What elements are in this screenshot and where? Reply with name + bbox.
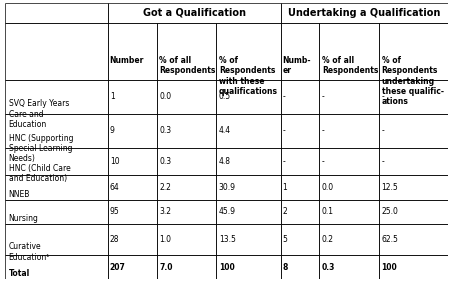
Text: 4.4: 4.4 bbox=[219, 126, 231, 135]
Text: 25.0: 25.0 bbox=[381, 208, 399, 217]
Text: 30.9: 30.9 bbox=[219, 183, 236, 192]
Text: 10: 10 bbox=[110, 157, 119, 166]
Text: 3.2: 3.2 bbox=[159, 208, 171, 217]
Text: Numb-
er: Numb- er bbox=[282, 56, 311, 75]
Text: Curative
Education¹: Curative Education¹ bbox=[9, 242, 50, 262]
Text: Nursing: Nursing bbox=[9, 214, 39, 223]
Text: 64: 64 bbox=[110, 183, 120, 192]
Text: 2.2: 2.2 bbox=[159, 183, 171, 192]
Text: Number: Number bbox=[110, 56, 144, 65]
Text: 5: 5 bbox=[282, 235, 287, 244]
Text: -: - bbox=[322, 126, 324, 135]
Text: 4.8: 4.8 bbox=[219, 157, 231, 166]
Text: 7.0: 7.0 bbox=[159, 263, 173, 272]
Text: 0.0: 0.0 bbox=[159, 92, 171, 101]
Text: 8: 8 bbox=[282, 263, 288, 272]
Text: 95: 95 bbox=[110, 208, 120, 217]
Text: -: - bbox=[381, 126, 384, 135]
Text: 13.5: 13.5 bbox=[219, 235, 236, 244]
Text: -: - bbox=[282, 126, 285, 135]
Text: % of
Respondents
with these
qualifications: % of Respondents with these qualificatio… bbox=[219, 56, 278, 96]
Text: 1.0: 1.0 bbox=[159, 235, 171, 244]
Text: 62.5: 62.5 bbox=[381, 235, 399, 244]
Text: -: - bbox=[282, 157, 285, 166]
Text: % of all
Respondents: % of all Respondents bbox=[159, 56, 216, 75]
Text: 100: 100 bbox=[381, 263, 397, 272]
Text: Undertaking a Qualification: Undertaking a Qualification bbox=[289, 8, 441, 18]
Text: -: - bbox=[381, 92, 384, 101]
Text: 100: 100 bbox=[219, 263, 235, 272]
Text: 28: 28 bbox=[110, 235, 119, 244]
Text: 0.5: 0.5 bbox=[219, 92, 231, 101]
Text: 0.3: 0.3 bbox=[159, 157, 171, 166]
Text: -: - bbox=[381, 157, 384, 166]
Text: 2: 2 bbox=[282, 208, 287, 217]
Text: HNC (Child Care
and Education): HNC (Child Care and Education) bbox=[9, 164, 70, 183]
Text: % of
Respondents
undertaking
these qualific-
ations: % of Respondents undertaking these quali… bbox=[381, 56, 443, 106]
Text: 0.3: 0.3 bbox=[159, 126, 171, 135]
Text: NNEB: NNEB bbox=[9, 190, 30, 199]
Text: 1: 1 bbox=[110, 92, 115, 101]
Text: 9: 9 bbox=[110, 126, 115, 135]
Text: 45.9: 45.9 bbox=[219, 208, 236, 217]
Text: Total: Total bbox=[9, 269, 30, 278]
Text: -: - bbox=[282, 92, 285, 101]
Text: 0.2: 0.2 bbox=[322, 235, 334, 244]
Text: 207: 207 bbox=[110, 263, 125, 272]
Text: 1: 1 bbox=[282, 183, 287, 192]
Text: HNC (Supporting
Special Learning
Needs): HNC (Supporting Special Learning Needs) bbox=[9, 134, 73, 164]
Text: -: - bbox=[322, 92, 324, 101]
Text: -: - bbox=[322, 157, 324, 166]
Text: 0.0: 0.0 bbox=[322, 183, 334, 192]
Text: 0.1: 0.1 bbox=[322, 208, 334, 217]
Text: SVQ Early Years
Care and
Education: SVQ Early Years Care and Education bbox=[9, 100, 69, 129]
Text: 12.5: 12.5 bbox=[381, 183, 398, 192]
Text: Got a Qualification: Got a Qualification bbox=[143, 8, 246, 18]
Text: 0.3: 0.3 bbox=[322, 263, 335, 272]
Text: % of all
Respondents: % of all Respondents bbox=[322, 56, 378, 75]
